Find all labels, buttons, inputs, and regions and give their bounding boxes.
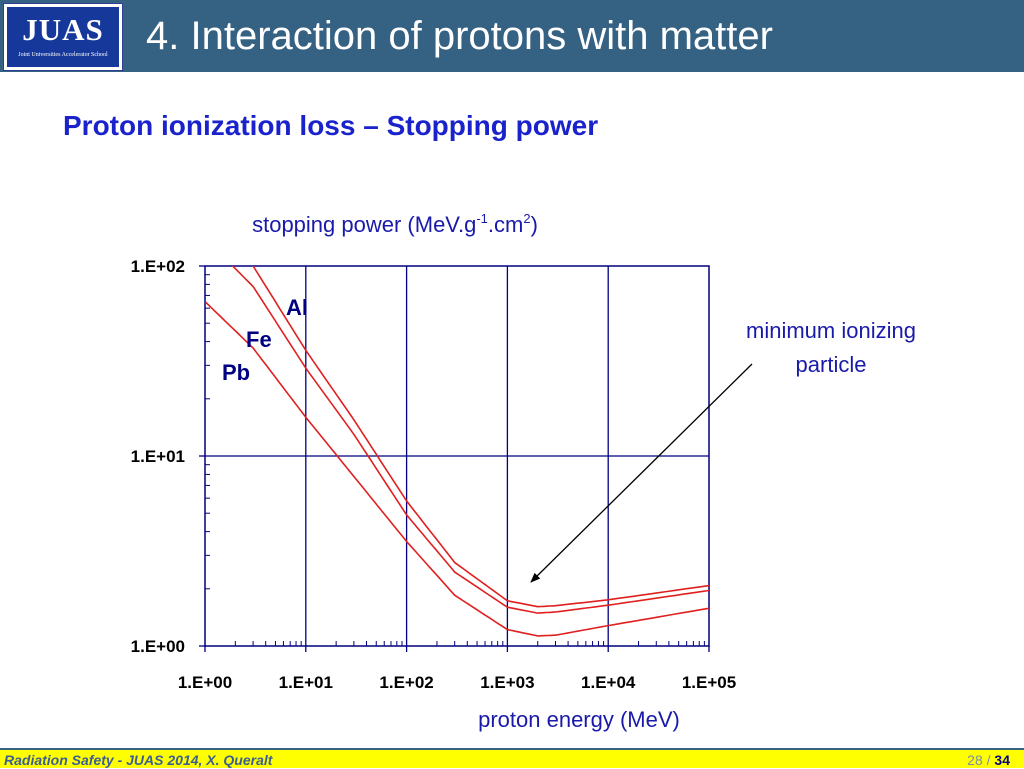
plot-frame [204,265,710,647]
chart-tick-labels: 1.E+00 1.E+01 1.E+02 1.E+03 1.E+04 1.E+05 1.E+… [131,257,737,692]
page-total: 34 [994,752,1010,768]
y-tick-label: 1.E+01 [131,447,185,466]
logo-text: JUAS [22,12,104,47]
y-tick-label: 1.E+00 [131,637,185,656]
page-current: 28 [967,752,983,768]
page-counter: 28 / 34 [967,751,1010,769]
x-tick-label: 1.E+03 [480,673,534,692]
y-axis-label: stopping power (MeV.g-1.cm2) [252,211,538,237]
slide-title: 4. Interaction of protons with matter [146,14,773,58]
slide-header: JUAS Joint Universities Accelerator Scho… [0,0,1024,72]
x-axis-label: proton energy (MeV) [478,707,680,732]
annotation-arrow [530,363,753,583]
annotation-line1: minimum ionizing [746,318,916,343]
x-tick-label: 1.E+01 [279,673,333,692]
series-label-al: Al [286,295,308,320]
page-separator: / [982,752,995,768]
chart-grid [205,266,709,646]
chart-series [205,266,709,637]
annotation-line2: particle [796,352,867,377]
series-line-fe [231,266,709,614]
series-line-al [252,266,709,608]
logo-subtitle: Joint Universities Accelerator School [18,52,108,58]
juas-logo: JUAS Joint Universities Accelerator Scho… [3,3,123,71]
x-tick-label: 1.E+02 [379,673,433,692]
slide-footer: Radiation Safety - JUAS 2014, X. Queralt… [0,748,1024,768]
x-tick-label: 1.E+00 [178,673,232,692]
series-label-fe: Fe [246,327,272,352]
y-tick-label: 1.E+02 [131,257,185,276]
footer-credit: Radiation Safety - JUAS 2014, X. Queralt [4,752,273,768]
chart-minor-ticks [199,265,710,652]
x-tick-label: 1.E+05 [682,673,736,692]
stopping-power-chart: 1.E+00 1.E+01 1.E+02 1.E+03 1.E+04 1.E+05 1.E+… [131,211,916,732]
series-line-pb [205,300,709,637]
x-tick-label: 1.E+04 [581,673,636,692]
series-label-pb: Pb [222,360,250,385]
section-subtitle: Proton ionization loss – Stopping power [63,110,599,141]
